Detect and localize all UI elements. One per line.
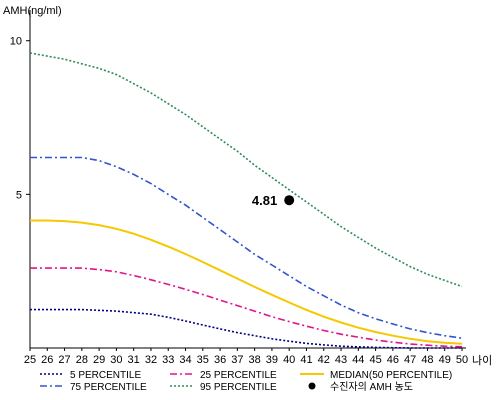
legend-item-5-percentile: 5 PERCENTILE bbox=[40, 370, 141, 381]
legend-item-median-50-percentile: MEDIAN(50 PERCENTILE) bbox=[300, 370, 452, 381]
x-tick-label: 47 bbox=[404, 354, 416, 366]
x-tick-label: 41 bbox=[300, 354, 312, 366]
series-line-95-percentile bbox=[29, 52, 463, 288]
y-ticks: 5 10 bbox=[10, 36, 30, 201]
x-tick-label: 45 bbox=[369, 354, 381, 366]
legend-label: 25 PERCENTILE bbox=[200, 370, 277, 381]
x-tick-label: 42 bbox=[318, 354, 330, 366]
x-tick-label: 39 bbox=[266, 354, 278, 366]
x-tick-label: 29 bbox=[93, 354, 105, 366]
x-tick-label: 30 bbox=[110, 354, 122, 366]
x-tick-label: 44 bbox=[352, 354, 364, 366]
series-line-5-percentile bbox=[30, 308, 462, 349]
x-tick-label: 32 bbox=[145, 354, 157, 366]
y-tick-label: 5 bbox=[16, 189, 22, 201]
x-tick-label: 38 bbox=[249, 354, 261, 366]
x-tick-label: 31 bbox=[128, 354, 140, 366]
x-tick-label: 25 bbox=[24, 354, 36, 366]
x-ticks: 25 26 27 28 29 30 31 32 33 34 35 36 37 38 39 40 41 42 43 44… bbox=[24, 348, 468, 366]
legend-item-95-percentile: 95 PERCENTILE bbox=[170, 382, 277, 393]
x-tick-label: 34 bbox=[179, 354, 191, 366]
legend-swatch bbox=[308, 382, 316, 390]
legend-item-amh: 수진자의 AMH 농도 bbox=[308, 381, 413, 393]
series-line-median-50-percentile bbox=[30, 219, 463, 345]
marker-layer: 4.81 bbox=[252, 193, 295, 208]
x-tick-label: 48 bbox=[421, 354, 433, 366]
x-tick-label: 27 bbox=[58, 354, 70, 366]
series-line-75-percentile bbox=[30, 156, 463, 339]
x-tick-label: 28 bbox=[76, 354, 88, 366]
legend-label: 수진자의 AMH 농도 bbox=[330, 381, 413, 393]
legend-item-75-percentile: 75 PERCENTILE bbox=[40, 382, 147, 393]
x-tick-label: 50 bbox=[456, 354, 468, 366]
x-tick-label: 26 bbox=[41, 354, 53, 366]
legend-item-25-percentile: 25 PERCENTILE bbox=[170, 370, 277, 381]
x-tick-label: 49 bbox=[439, 354, 451, 366]
legend-label: 5 PERCENTILE bbox=[70, 370, 141, 381]
series-line-25-percentile bbox=[30, 267, 463, 348]
patient-amh-point bbox=[284, 195, 295, 206]
patient-amh-value: 4.81 bbox=[252, 193, 277, 208]
legend-label: 95 PERCENTILE bbox=[200, 382, 277, 393]
x-axis-title: 나이 bbox=[472, 354, 492, 367]
y-axis-title: AMH(ng/ml) bbox=[3, 5, 62, 17]
x-tick-label: 37 bbox=[231, 354, 243, 366]
legend: 5 PERCENTILE 25 PERCENTILE MEDIAN(50 PERCE… bbox=[40, 370, 452, 393]
y-tick-label: 10 bbox=[10, 36, 22, 48]
series-layer bbox=[29, 52, 463, 349]
x-tick-label: 40 bbox=[283, 354, 295, 366]
legend-label: 75 PERCENTILE bbox=[70, 382, 147, 393]
x-tick-label: 43 bbox=[335, 354, 347, 366]
x-tick-label: 46 bbox=[387, 354, 399, 366]
x-tick-label: 36 bbox=[214, 354, 226, 366]
legend-label: MEDIAN(50 PERCENTILE) bbox=[330, 370, 452, 381]
x-tick-label: 35 bbox=[197, 354, 209, 366]
x-tick-label: 33 bbox=[162, 354, 174, 366]
